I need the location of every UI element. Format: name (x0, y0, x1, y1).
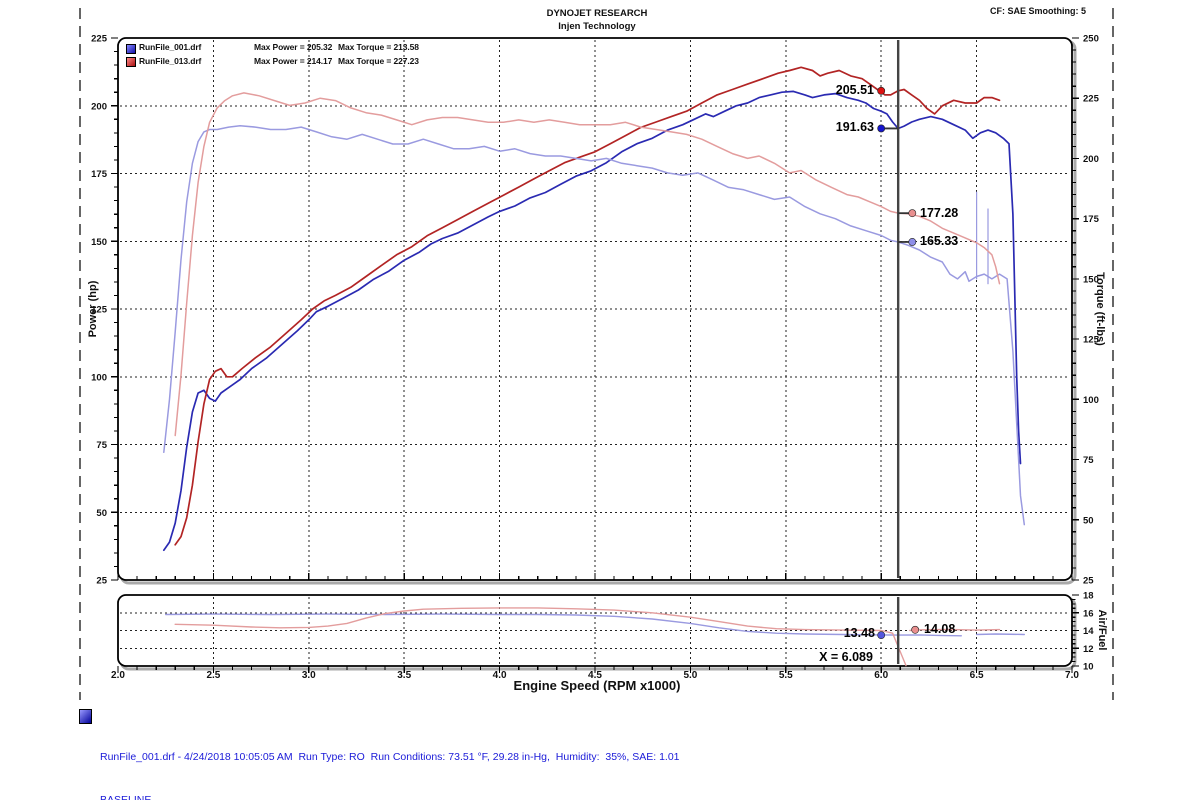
legend-run2-max-torque: Max Torque = 227.23 (338, 55, 419, 66)
power-axis-tick-label: 150 (91, 237, 107, 248)
cursor-value-power-run2: 205.51 (835, 83, 874, 97)
legend-run1-max-torque: Max Torque = 213.58 (338, 42, 419, 52)
afr-axis-tick-label: 16 (1083, 608, 1094, 619)
torque-axis-tick-label: 225 (1083, 94, 1100, 105)
torque-axis-tick-label: 150 (1083, 274, 1099, 285)
curve-run1_power (162, 90, 1022, 552)
legend-run2-max-power: Max Power = 214.17 (254, 55, 333, 66)
power-axis-tick-label: 100 (91, 372, 107, 383)
curve-run1_torque (163, 124, 1026, 526)
cursor-value-power-run1: 191.63 (835, 120, 874, 134)
curve-run2_afr (174, 607, 907, 667)
run1-note-line: BASELINE (100, 794, 152, 800)
legend-row-run2: RunFile_013.drf Max Power = 214.17 Max T… (126, 56, 546, 70)
torque-axis-tick-label: 75 (1083, 455, 1094, 466)
x-axis-tick-label: 4.0 (493, 670, 507, 681)
x-axis-title: Engine Speed (RPM x1000) (513, 678, 681, 693)
legend-run2-file: RunFile_013.drf (139, 55, 202, 66)
torque-axis-tick-label: 25 (1083, 576, 1094, 587)
power-axis-title: Power (hp) (87, 280, 99, 338)
power-axis-tick-label: 50 (96, 508, 107, 519)
cursor-marker-dot-torque_blue (908, 238, 917, 246)
cursor-x-label: X = 6.089 (819, 650, 873, 664)
torque-axis-tick-label: 250 (1083, 34, 1099, 45)
x-axis-tick-label: 2.5 (206, 670, 220, 681)
curve-run1_afr (164, 613, 962, 637)
torque-axis-tick-label: 200 (1083, 154, 1099, 165)
torque-axis-tick-label: 100 (1083, 395, 1099, 406)
cursor-marker-dot-afr_blue (877, 631, 886, 640)
legend-swatch-run2-icon (126, 57, 136, 67)
power-axis-tick-label: 200 (91, 101, 107, 112)
correction-smoothing-label: CF: SAE Smoothing: 5 (990, 6, 1086, 16)
cursor-marker-dot-torque_red (908, 209, 917, 218)
legend-run1-max-power: Max Power = 205.32 (254, 42, 333, 52)
cursor-marker-dot-power_blue (877, 124, 886, 133)
cursor-marker-dot-afr_red (911, 625, 920, 634)
power-axis-tick-label: 25 (96, 576, 107, 587)
x-axis-tick-label: 6.0 (874, 670, 888, 681)
x-axis-tick-label: 6.5 (970, 670, 984, 681)
report-title: DYNOJET RESEARCH (546, 8, 648, 19)
cursor-value-afr-run2: 14.08 (924, 622, 956, 636)
torque-axis-tick-label: 50 (1083, 515, 1094, 526)
x-axis-tick-label: 7.0 (1065, 670, 1079, 681)
torque-axis-tick-label: 125 (1083, 335, 1100, 346)
power-axis-tick-label: 225 (91, 34, 108, 45)
run-details-footer: RunFile_001.drf - 4/24/2018 10:05:05 AM … (79, 706, 680, 800)
legend-swatch-run1-icon (126, 43, 136, 54)
afr-axis-title: Air/Fuel (1096, 609, 1108, 651)
x-axis-tick-label: 3.0 (302, 670, 316, 681)
report-subtitle: Injen Technology (558, 21, 636, 32)
run1-details: RunFile_001.drf - 4/24/2018 10:05:05 AM … (79, 706, 680, 800)
legend-run1-file: RunFile_001.drf (139, 42, 202, 52)
afr-axis-tick-label: 14 (1083, 626, 1094, 637)
run1-swatch-icon (79, 709, 92, 724)
x-axis-tick-label: 2.0 (111, 670, 125, 681)
cursor-marker-dot-power_red (877, 86, 886, 95)
x-axis-tick-label: 5.0 (683, 670, 697, 681)
chart-legend: RunFile_001.drf Max Power = 205.32 Max T… (126, 42, 546, 69)
power-axis-tick-label: 75 (96, 440, 107, 451)
cursor-value-afr-run1: 13.48 (843, 626, 875, 640)
torque-axis-title: Torque (ft-lbs) (1094, 272, 1106, 346)
afr-axis-tick-label: 10 (1083, 662, 1094, 673)
torque-axis-tick-label: 175 (1083, 214, 1100, 225)
curve-run1_afr_tail (975, 633, 1026, 636)
power-axis-tick-label: 125 (91, 305, 108, 316)
cursor-value-torque-run1: 165.33 (920, 234, 959, 248)
power-axis-tick-label: 175 (91, 169, 108, 180)
afr-axis-tick-label: 12 (1083, 644, 1094, 655)
afr-axis-tick-label: 18 (1083, 591, 1094, 602)
legend-row-run1: RunFile_001.drf Max Power = 205.32 Max T… (126, 42, 546, 56)
cursor-value-torque-run2: 177.28 (920, 206, 959, 220)
run1-conditions-line: RunFile_001.drf - 4/24/2018 10:05:05 AM … (100, 750, 680, 763)
x-axis-tick-label: 4.5 (588, 670, 602, 681)
x-axis-tick-label: 3.5 (397, 670, 411, 681)
x-axis-tick-label: 5.5 (779, 670, 793, 681)
